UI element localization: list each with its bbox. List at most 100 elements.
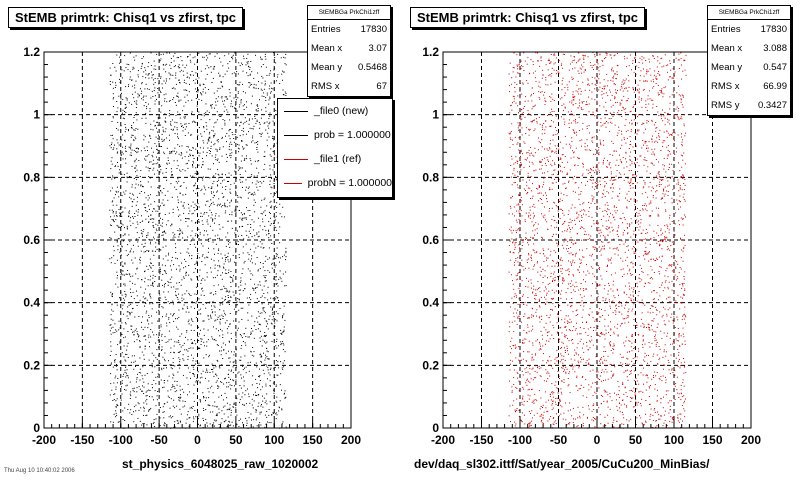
right-scatter-point [560,391,562,393]
right-scatter-point [621,83,623,85]
left-scatter-point [111,163,113,165]
left-scatter-point [269,211,270,213]
left-scatter-point [157,131,158,133]
left-scatter-point [135,158,137,160]
left-scatter-point [125,162,127,164]
left-scatter-point [133,198,135,200]
left-scatter-point [280,344,282,346]
right-scatter-point [625,392,627,394]
left-scatter-point [252,288,254,290]
left-scatter-point [147,268,149,270]
left-scatter-point [218,249,220,251]
left-scatter-point [280,341,282,343]
left-scatter-point [176,341,178,343]
left-scatter-point [271,414,273,416]
left-scatter-point [255,247,257,249]
left-scatter-point [190,205,192,207]
left-scatter-point [257,311,259,313]
left-scatter-point [141,220,143,222]
left-scatter-point [156,156,157,158]
left-scatter-point [159,90,161,92]
left-scatter-point [202,164,204,166]
right-scatter-point [638,229,640,231]
right-scatter-point [520,151,522,153]
left-scatter-point [152,265,154,266]
right-scatter-point [673,271,675,273]
left-scatter-point [130,143,132,145]
left-scatter-point [171,196,173,198]
left-scatter-point [125,158,126,160]
left-scatter-point [239,179,241,181]
left-scatter-point [111,187,113,189]
right-scatter-point [531,359,533,361]
left-scatter-point [169,78,171,80]
left-scatter-point [266,356,268,358]
left-scatter-point [160,268,161,270]
left-scatter-point [152,283,154,285]
right-scatter-point [518,272,520,274]
right-scatter-point [607,208,608,210]
left-scatter-point [225,377,226,379]
left-scatter-point [180,421,181,423]
left-scatter-point [162,64,164,66]
left-scatter-point [146,395,148,397]
right-scatter-point [567,322,569,324]
left-scatter-point [264,122,266,124]
left-scatter-point [140,286,142,288]
left-scatter-point [184,67,186,69]
left-scatter-point [254,283,256,285]
left-scatter-point [133,117,135,118]
left-scatter-point [179,367,181,369]
left-scatter-point [189,294,191,296]
left-scatter-point [115,406,117,408]
left-scatter-point [147,285,149,287]
left-scatter-point [285,64,287,66]
right-scatter-point [612,345,614,347]
left-scatter-point [259,330,261,332]
right-scatter-point [589,89,591,91]
right-scatter-point [521,239,523,241]
left-scatter-point [268,229,269,231]
left-scatter-point [192,360,194,362]
right-scatter-point [616,405,618,407]
left-scatter-point [275,412,277,414]
left-scatter-point [263,275,265,277]
right-scatter-point [589,132,590,134]
left-scatter-point [217,377,219,379]
left-scatter-point [268,409,270,411]
left-scatter-point [127,342,129,344]
left-scatter-point [220,81,222,82]
left-scatter-point [242,83,243,85]
right-scatter-point [521,412,523,414]
left-scatter-point [165,82,167,84]
left-scatter-point [243,385,245,387]
left-scatter-point [278,233,280,235]
right-scatter-point [677,328,679,329]
left-scatter-point [153,421,155,423]
left-scatter-point [113,197,115,199]
left-scatter-point [259,268,261,270]
left-scatter-point [275,273,277,275]
right-scatter-point [656,137,658,139]
left-scatter-point [245,92,246,94]
left-scatter-point [124,299,126,301]
right-scatter-point [678,393,680,395]
right-scatter-point [646,69,648,71]
left-scatter-point [229,242,231,244]
right-scatter-point [655,159,657,160]
left-scatter-point [180,56,182,58]
left-scatter-point [210,105,212,107]
left-scatter-point [173,97,175,99]
left-scatter-point [271,313,273,315]
left-scatter-point [127,375,129,377]
left-scatter-point [165,299,167,301]
left-scatter-point [224,212,226,214]
right-scatter-point [607,355,609,357]
right-scatter-point [607,394,609,396]
left-scatter-point [182,354,184,356]
right-scatter-point [599,285,601,287]
left-scatter-point [170,121,172,123]
right-scatter-point [603,346,605,348]
left-scatter-point [221,173,223,175]
left-scatter-point [170,124,172,126]
